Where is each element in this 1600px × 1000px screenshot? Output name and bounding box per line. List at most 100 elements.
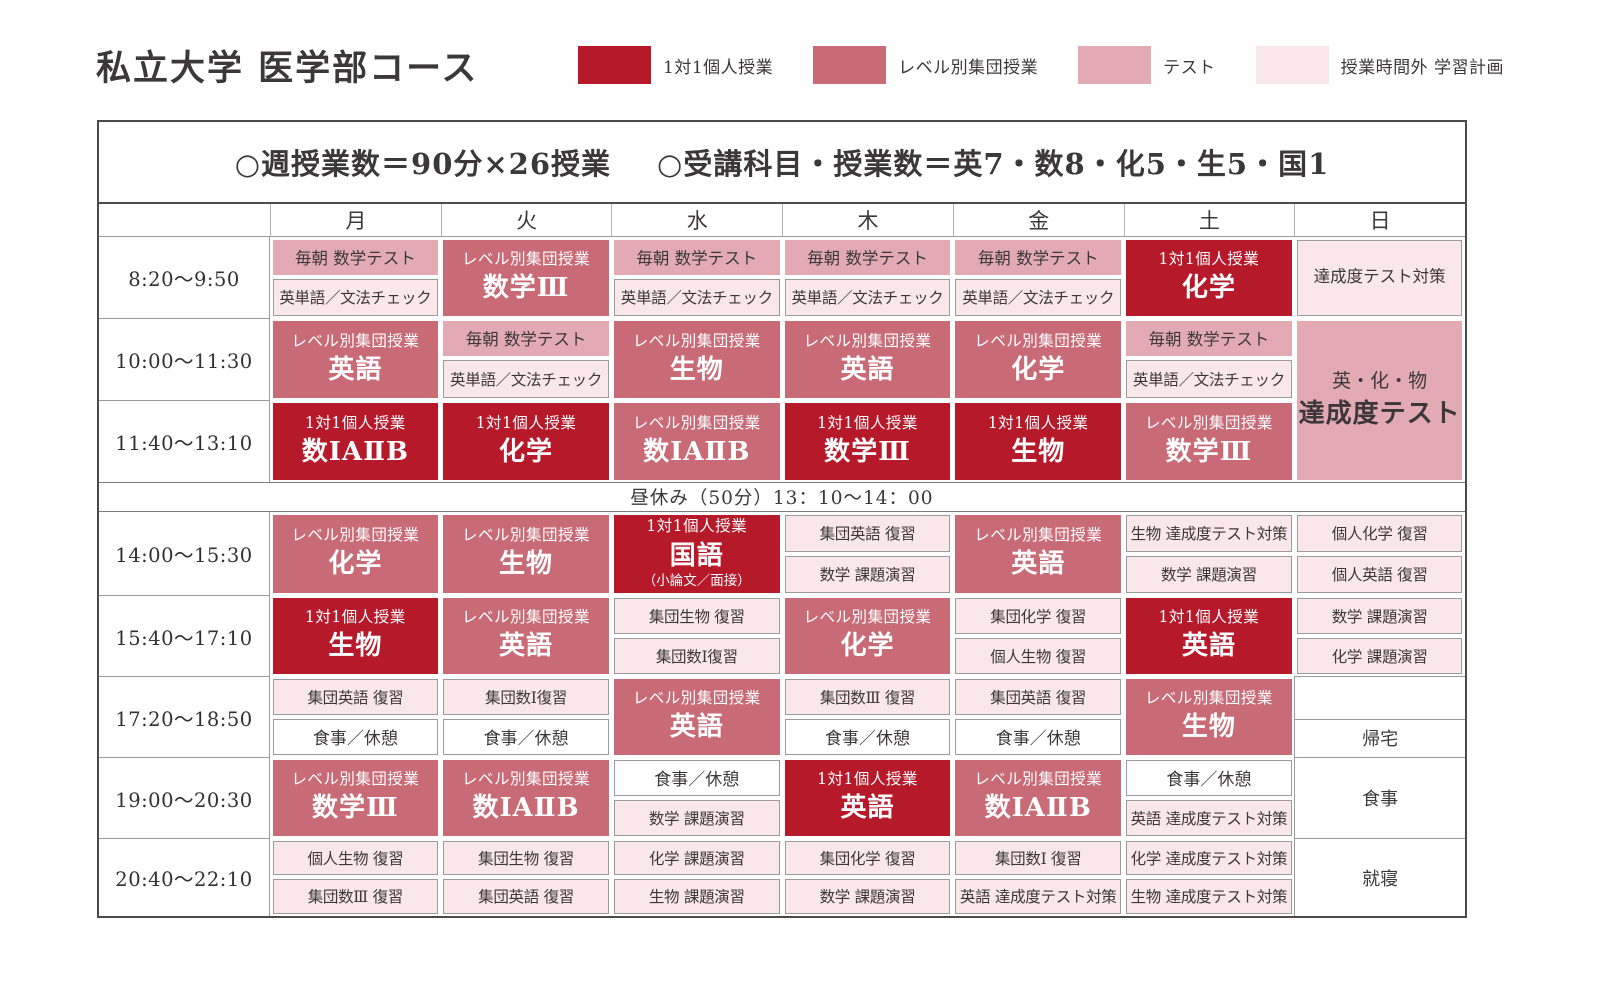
individual-lesson-block: 1対1個人授業 化学 bbox=[443, 402, 609, 480]
cell-fri-row1: 毎朝 数学テスト 英単語／文法チェック bbox=[953, 237, 1124, 318]
activity-top: 集団数Ⅲ 復習 bbox=[784, 678, 951, 715]
individual-lesson-block: 1対1個人授業生物 bbox=[955, 402, 1122, 480]
time-label: 11:40～13:10 bbox=[99, 400, 270, 482]
lesson-subject: 生物 bbox=[328, 631, 383, 662]
individual-lesson-block: 1対1個人授業数学Ⅲ bbox=[784, 402, 951, 480]
activity-bottom: 数学 課題演習 bbox=[1126, 555, 1292, 593]
individual-lesson-block: 1対1個人授業 英語 bbox=[784, 759, 951, 836]
lesson-type-label: レベル別集団授業 bbox=[1144, 689, 1273, 708]
cell-thu-row4: 集団英語 復習 数学 課題演習 bbox=[782, 512, 953, 595]
cell-sun-row8: 就寝 bbox=[1294, 838, 1465, 916]
cell-sat-row1: 1対1個人授業 化学 bbox=[1124, 237, 1295, 318]
empty-slot bbox=[1295, 677, 1465, 715]
activity-top: 個人化学 復習 bbox=[1296, 514, 1463, 552]
cell-sun-row1: 達成度テスト対策 bbox=[1294, 237, 1465, 318]
cell-wed-row3: レベル別集団授業 数ⅠAⅡB bbox=[611, 400, 782, 482]
cell-wed-row7: 食事／休憩 数学 課題演習 bbox=[611, 757, 782, 838]
cell-wed-row1: 毎朝 数学テスト 英単語／文法チェック bbox=[611, 237, 782, 318]
activity-top: 化学 課題演習 bbox=[613, 840, 780, 875]
cell-sun-row4: 個人化学 復習 個人英語 復習 bbox=[1294, 512, 1465, 595]
lesson-type-label: 1対1個人授業 bbox=[817, 413, 918, 432]
cell-tue-row8: 集団生物 復習 集団英語 復習 bbox=[441, 838, 612, 916]
activity-bottom: 生物 課題演習 bbox=[613, 879, 780, 914]
lesson-subject: 化学 bbox=[840, 631, 895, 662]
lesson-subject: 生物 bbox=[1181, 712, 1236, 743]
lesson-subject: 化学 bbox=[1181, 273, 1236, 304]
summary-weekly-lessons: ○週授業数＝90分×26授業 bbox=[234, 147, 612, 181]
cell-tue-row7: レベル別集団授業数ⅠAⅡB bbox=[441, 757, 612, 838]
activity-top: 集団数Ⅰ復習 bbox=[443, 678, 609, 715]
lesson-type-label: 1対1個人授業 bbox=[304, 608, 406, 627]
cell-mon-row7: レベル別集団授業 数学Ⅲ bbox=[270, 757, 441, 838]
page-title: 私立大学 医学部コース bbox=[96, 48, 479, 89]
cell-sat-row6: レベル別集団授業生物 bbox=[1124, 676, 1295, 757]
cell-thu-row3: 1対1個人授業数学Ⅲ bbox=[782, 400, 953, 482]
lesson-subject: 生物 bbox=[1011, 436, 1066, 467]
lesson-subject: 数学Ⅲ bbox=[824, 436, 911, 467]
cell-tue-row6: 集団数Ⅰ復習 食事／休憩 bbox=[441, 676, 612, 757]
legend-item-selfstudy: 授業時間外 学習計画 bbox=[1255, 46, 1505, 84]
group-lesson-block: レベル別集団授業生物 bbox=[1126, 678, 1292, 755]
achievement-test-block: 英・化・物 達成度テスト bbox=[1296, 320, 1463, 480]
cell-sun-row2: 英・化・物 達成度テスト bbox=[1294, 318, 1465, 482]
lesson-subject: 生物 bbox=[669, 354, 724, 385]
activity-top: 集団英語 復習 bbox=[784, 514, 951, 552]
activity-bottom: 化学 課題演習 bbox=[1296, 637, 1463, 674]
activity-top: 食事／休憩 bbox=[613, 759, 780, 796]
time-label: 20:40～22:10 bbox=[99, 838, 270, 916]
group-lesson-block: レベル別集団授業 数学Ⅲ bbox=[1126, 402, 1292, 480]
lesson-type-label: レベル別集団授業 bbox=[462, 770, 591, 789]
timetable: ○週授業数＝90分×26授業 ○受講科目・授業数＝英7・数8・化5・生5・国1 … bbox=[97, 120, 1467, 918]
cell-tue-row4: レベル別集団授業 生物 bbox=[441, 512, 612, 595]
lesson-type-label: 1対1個人授業 bbox=[987, 413, 1089, 432]
cell-wed-row5: 集団生物 復習 集団数Ⅰ復習 bbox=[611, 595, 782, 676]
cell-tue-row2: 毎朝 数学テスト 英単語／文法チェック bbox=[441, 318, 612, 400]
cell-sat-row5: 1対1個人授業 英語 bbox=[1124, 595, 1295, 676]
cell-fri-row2: レベル別集団授業 化学 bbox=[953, 318, 1124, 400]
lesson-subject: 数ⅠAⅡB bbox=[643, 436, 751, 467]
lesson-type-label: 1対1個人授業 bbox=[817, 770, 918, 789]
group-lesson-block: レベル別集団授業 英語 bbox=[443, 597, 609, 674]
cell-sat-row3: レベル別集団授業 数学Ⅲ bbox=[1124, 400, 1295, 482]
lesson-subject: 数ⅠAⅡB bbox=[984, 793, 1092, 824]
legend-label: 授業時間外 学習計画 bbox=[1340, 57, 1505, 78]
lesson-type-label: レベル別集団授業 bbox=[632, 331, 761, 350]
group-lesson-swatch bbox=[813, 46, 887, 84]
lesson-type-label: レベル別集団授業 bbox=[291, 770, 420, 789]
activity-bottom: 数学 課題演習 bbox=[613, 799, 780, 836]
lesson-subject: 数学Ⅲ bbox=[482, 273, 570, 304]
cell-sun-row7: 食事 bbox=[1294, 757, 1465, 838]
lesson-type-label: レベル別集団授業 bbox=[291, 331, 420, 350]
timetable-grid: ○週授業数＝90分×26授業 ○受講科目・授業数＝英7・数8・化5・生5・国1 … bbox=[99, 122, 1465, 916]
time-label: 14:00～15:30 bbox=[99, 512, 270, 595]
cell-mon-row4: レベル別集団授業 化学 bbox=[270, 512, 441, 595]
legend-item-test: テスト bbox=[1078, 46, 1216, 84]
activity-top: 集団数Ⅰ 復習 bbox=[955, 840, 1122, 875]
legend-item-group: レベル別集団授業 bbox=[813, 46, 1038, 84]
cell-fri-row4: レベル別集団授業 英語 bbox=[953, 512, 1124, 595]
activity-bottom: 集団英語 復習 bbox=[443, 879, 609, 914]
lesson-subject: 英語 bbox=[1011, 549, 1066, 580]
lesson-subject: 化学 bbox=[499, 436, 554, 467]
activity-bottom: 数学 課題演習 bbox=[784, 879, 951, 914]
cell-mon-row6: 集団英語 復習 食事／休憩 bbox=[270, 676, 441, 757]
day-header-sun: 日 bbox=[1294, 204, 1465, 237]
activity-top: 集団化学 復習 bbox=[955, 597, 1122, 634]
activity-bottom: 食事／休憩 bbox=[272, 718, 439, 755]
lesson-type-label: 1対1個人授業 bbox=[1158, 608, 1260, 627]
lesson-subject: 数ⅠAⅡB bbox=[472, 793, 580, 824]
cell-mon-row5: 1対1個人授業生物 bbox=[270, 595, 441, 676]
group-lesson-block: レベル別集団授業数ⅠAⅡB bbox=[443, 759, 609, 836]
lesson-type-label: レベル別集団授業 bbox=[462, 526, 591, 545]
group-lesson-block: レベル別集団授業 数学Ⅲ bbox=[443, 239, 609, 316]
activity-top: 毎朝 数学テスト bbox=[955, 239, 1122, 275]
individual-lesson-block: 1対1個人授業 国語 （小論文／面接） bbox=[613, 514, 780, 593]
lesson-subject: 英語 bbox=[669, 712, 724, 743]
cell-mon-row1: 毎朝 数学テスト 英単語／文法チェック bbox=[270, 237, 441, 318]
activity-top: 毎朝 数学テスト bbox=[272, 239, 439, 275]
activity-top: 集団生物 復習 bbox=[613, 597, 780, 634]
lesson-type-label: レベル別集団授業 bbox=[632, 689, 761, 708]
activity-top: 集団化学 復習 bbox=[784, 840, 951, 875]
activity-bottom: 英単語／文法チェック bbox=[613, 278, 780, 316]
activity-bottom: 食事／休憩 bbox=[955, 718, 1122, 755]
